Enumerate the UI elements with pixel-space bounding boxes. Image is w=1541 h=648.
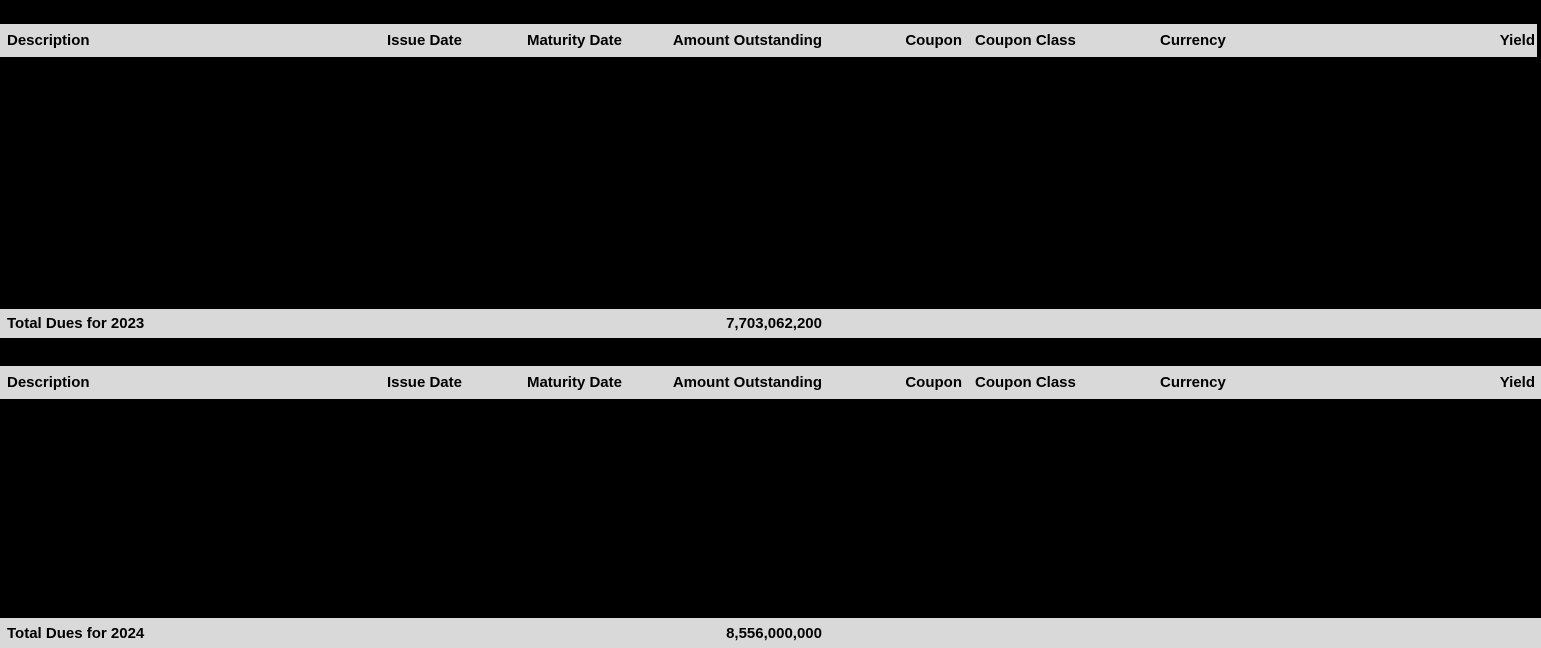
table-header-row-2023: Description Issue Date Maturity Date Amo…: [0, 24, 1537, 57]
header-cell-currency: Currency: [1160, 32, 1226, 49]
total-label-2023: Total Dues for 2023: [7, 315, 145, 332]
total-label-2024: Total Dues for 2024: [7, 624, 145, 642]
header-cell-currency: Currency: [1160, 374, 1226, 391]
redacted-top-strip: [0, 0, 1541, 24]
total-amount-2023: 7,703,062,200: [726, 315, 822, 332]
header-cell-amount-outstanding: Amount Outstanding: [672, 374, 822, 391]
redacted-section-gap: [0, 338, 1541, 366]
total-amount-2024: 8,556,000,000: [726, 624, 822, 642]
header-cell-amount-outstanding: Amount Outstanding: [672, 32, 822, 49]
total-row-2024: Total Dues for 2024 8,556,000,000: [0, 618, 1541, 648]
total-row-2023: Total Dues for 2023 7,703,062,200: [0, 309, 1541, 338]
header-cell-yield: Yield: [1499, 32, 1535, 49]
header-cell-description: Description: [7, 374, 90, 391]
table-header-row-2024: Description Issue Date Maturity Date Amo…: [0, 366, 1541, 399]
redacted-data-rows-2023: [0, 57, 1541, 309]
header-cell-issue-date: Issue Date: [386, 32, 462, 49]
header-cell-coupon: Coupon: [905, 374, 962, 391]
header-cell-coupon-class: Coupon Class: [975, 32, 1076, 49]
header-cell-issue-date: Issue Date: [386, 374, 462, 391]
header-cell-coupon: Coupon: [905, 32, 962, 49]
header-cell-yield: Yield: [1499, 374, 1535, 391]
header-cell-description: Description: [7, 32, 90, 49]
redacted-data-rows-2024: [0, 399, 1541, 618]
header-cell-maturity-date: Maturity Date: [526, 374, 622, 391]
header-cell-maturity-date: Maturity Date: [526, 32, 622, 49]
header-cell-coupon-class: Coupon Class: [975, 374, 1076, 391]
